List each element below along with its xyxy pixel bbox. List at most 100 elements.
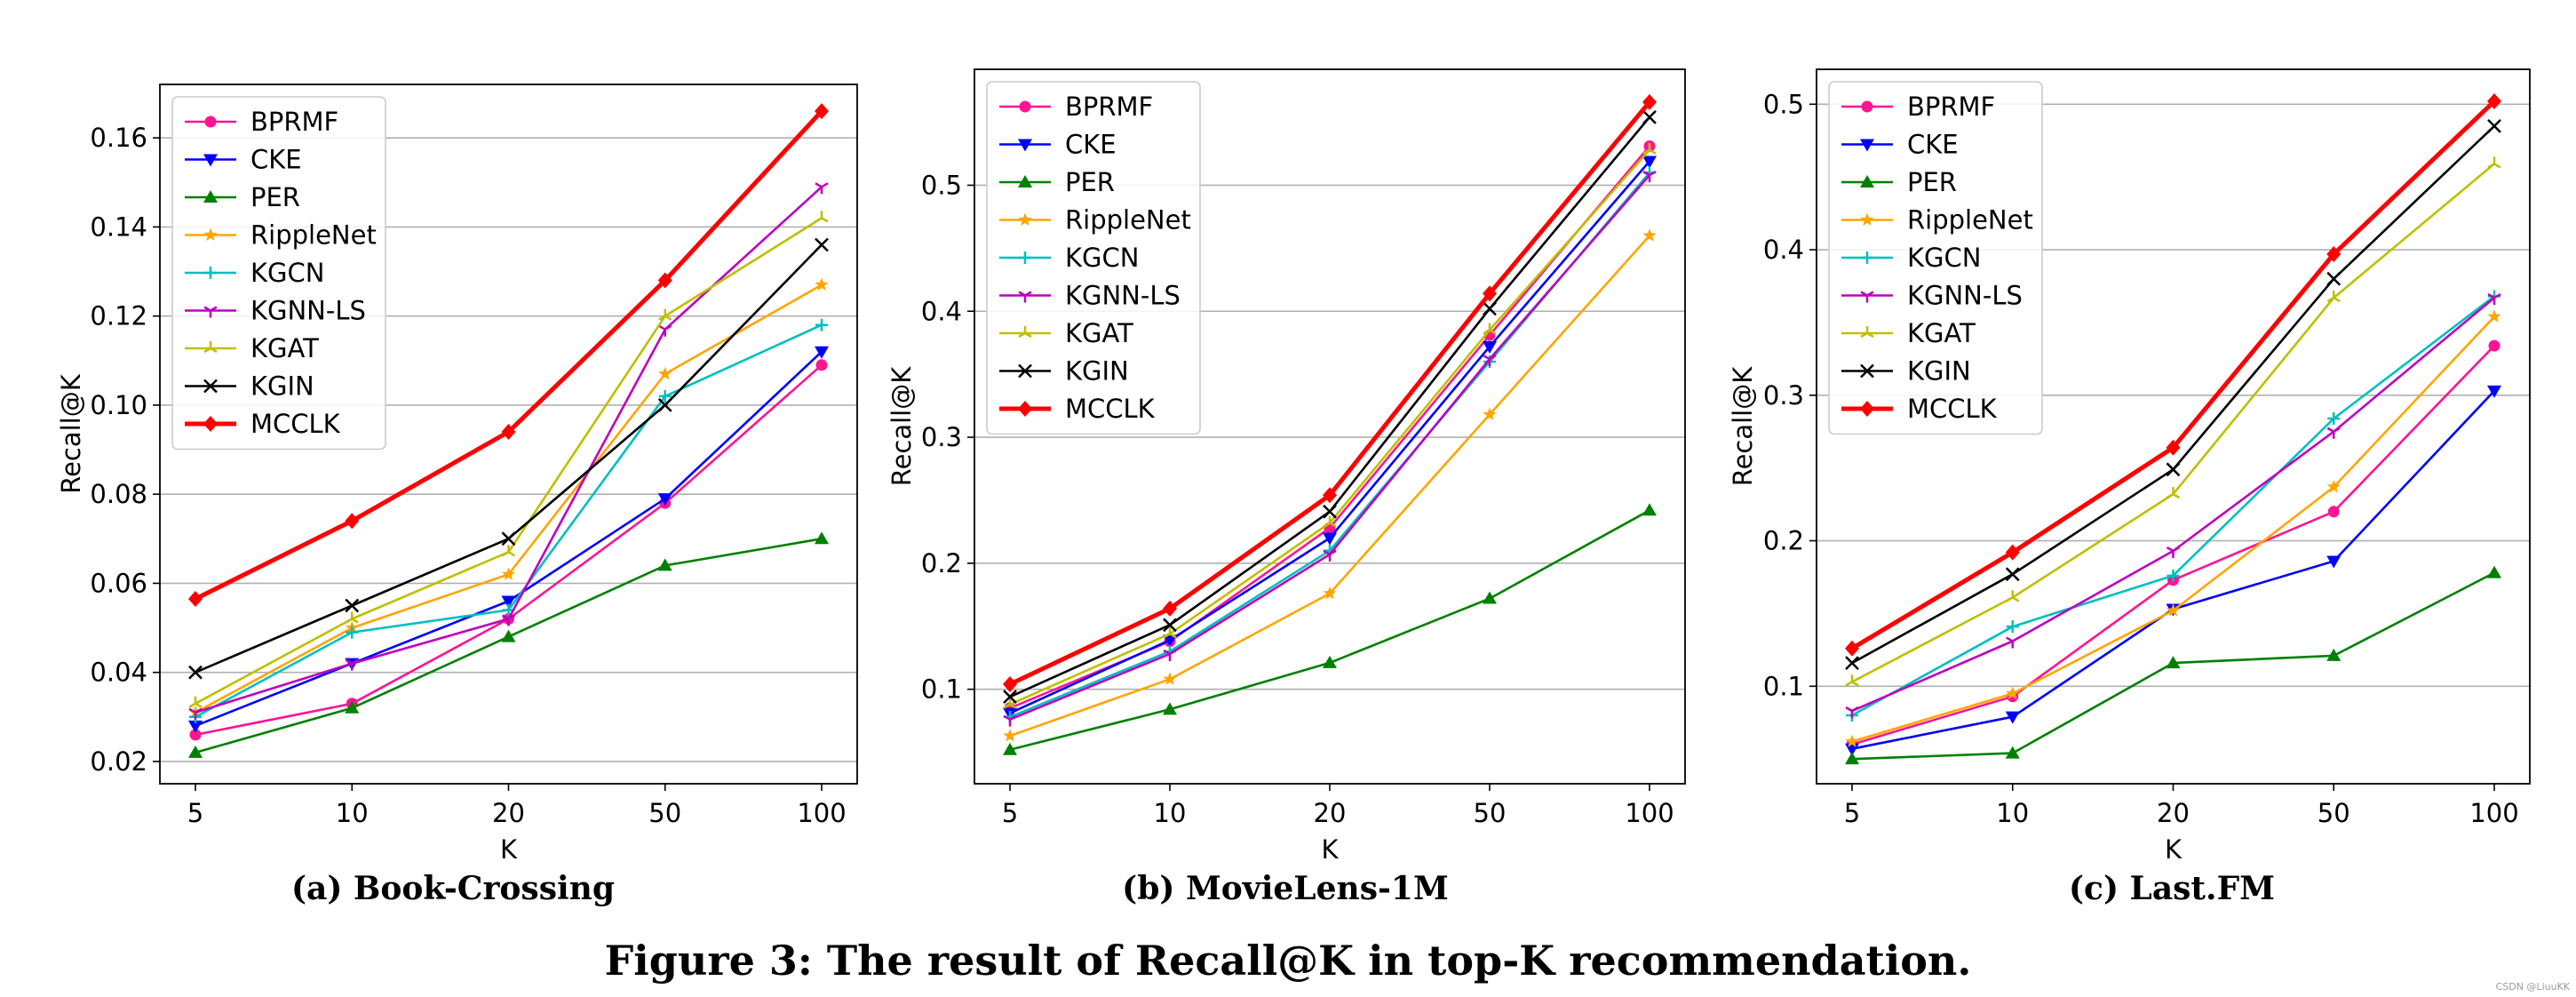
legend-marker-bprmf <box>1019 100 1031 113</box>
data-point-kgnn-ls <box>815 182 829 195</box>
data-point-mcclk <box>345 513 360 530</box>
x-tick-label: 20 <box>2157 798 2190 828</box>
legend-marker-ripplenet <box>203 227 218 241</box>
data-point-per <box>345 700 360 714</box>
data-point-cke <box>1483 340 1497 354</box>
legend-marker-cke <box>1018 139 1032 152</box>
data-point-kgcn <box>346 626 359 639</box>
x-tick-label: 10 <box>1154 798 1187 828</box>
x-tick-label: 10 <box>1996 798 2029 828</box>
subcaption: (a) Book-Crossing <box>291 870 615 907</box>
data-point-kgat <box>345 611 359 624</box>
data-point-ripplenet <box>1323 586 1337 600</box>
y-tick-label: 0.2 <box>921 548 962 578</box>
data-point-mcclk <box>2487 93 2501 110</box>
data-point-cke <box>501 595 516 609</box>
data-point-mcclk <box>1323 487 1337 504</box>
legend-marker-per <box>1018 175 1032 187</box>
y-tick-label: 0.5 <box>1763 89 1804 119</box>
chart-panel-1: 0.02 0.04 0.06 0.08 0.10 0.12 0.14 0.16 5 10 20 50 1… <box>56 84 858 907</box>
legend-label-kgat: KGAT <box>250 333 319 363</box>
data-point-kgnn-ls <box>501 614 516 626</box>
data-point-per <box>2487 565 2501 578</box>
data-point-kgin <box>1483 301 1497 316</box>
data-point-kgnn-ls <box>2006 636 2020 649</box>
legend-label-kgcn: KGCN <box>1065 243 1139 273</box>
legend-label-kgnn-ls: KGNN-LS <box>1065 281 1181 311</box>
data-point-kgin <box>1323 504 1337 519</box>
legend-marker-mcclk <box>1018 401 1032 417</box>
legend-marker-cke <box>203 154 218 167</box>
data-point-ripplenet <box>2006 686 2020 699</box>
y-tick-label: 0.12 <box>90 301 147 331</box>
data-point-kgnn-ls <box>2166 546 2181 559</box>
data-point-ripplenet <box>2326 480 2341 493</box>
y-tick-label: 0.2 <box>1763 526 1804 556</box>
x-tick-label: 5 <box>187 798 203 828</box>
y-tick-label: 0.04 <box>90 658 147 688</box>
subcaption: (c) Last.FM <box>2069 870 2275 907</box>
x-tick-label: 100 <box>797 798 846 828</box>
x-tick-label: 100 <box>1625 798 1674 828</box>
legend-marker-mcclk <box>1860 401 1874 417</box>
data-point-kgat <box>2487 156 2501 169</box>
data-point-kgnn-ls <box>2326 427 2341 439</box>
legend-label-kgin: KGIN <box>1065 356 1129 387</box>
y-tick-label: 0.14 <box>90 211 147 242</box>
data-point-kgnn-ls <box>1163 649 1177 661</box>
data-point-kgin <box>1845 656 1859 670</box>
y-tick-label: 0.1 <box>921 674 962 705</box>
subcaption: (b) MovieLens-1M <box>1122 870 1449 907</box>
data-point-ripplenet <box>815 277 829 291</box>
data-point-kgat <box>658 308 672 321</box>
data-point-kgin <box>2326 271 2341 286</box>
x-tick-label: 10 <box>336 798 369 828</box>
data-point-ripplenet <box>1642 228 1657 242</box>
data-point-kgin <box>1003 690 1017 705</box>
data-point-ripplenet <box>2166 603 2181 617</box>
legend-label-kgcn: KGCN <box>1907 243 1981 273</box>
data-point-kgat <box>2326 291 2341 303</box>
legend-marker-bprmf <box>1861 100 1873 113</box>
data-point-kgcn <box>815 318 828 331</box>
data-point-kgat <box>2006 590 2020 602</box>
data-point-cke <box>815 346 829 359</box>
data-point-ripplenet <box>1845 734 1859 747</box>
y-axis-label: Recall@K <box>886 366 917 487</box>
data-point-bprmf <box>2327 506 2340 518</box>
legend-label-bprmf: BPRMF <box>1065 92 1153 122</box>
legend-marker-ripplenet <box>1018 212 1032 226</box>
data-point-kgin <box>815 237 829 252</box>
y-tick-label: 0.5 <box>921 170 962 200</box>
x-tick-label: 20 <box>1314 798 1347 828</box>
data-point-kgin <box>501 531 516 546</box>
legend-marker-kgcn <box>204 267 217 279</box>
data-point-per <box>1163 702 1177 715</box>
data-point-per <box>188 745 203 758</box>
y-tick-label: 0.10 <box>90 390 147 420</box>
legend-label-per: PER <box>1065 167 1115 197</box>
y-axis-label: Recall@K <box>56 373 86 494</box>
data-point-kgin <box>2487 118 2501 133</box>
data-point-cke <box>1323 532 1337 546</box>
data-point-kgat <box>1483 323 1497 335</box>
data-point-kgin <box>1642 110 1657 124</box>
data-point-per <box>1003 742 1017 755</box>
legend-marker-kgat <box>203 341 218 354</box>
legend-label-cke: CKE <box>250 145 302 175</box>
legend-label-mcclk: MCCLK <box>250 409 341 439</box>
data-point-cke <box>188 720 203 733</box>
x-tick-label: 100 <box>2469 798 2518 828</box>
y-tick-label: 0.1 <box>1763 671 1804 701</box>
data-point-cke <box>2487 385 2501 398</box>
legend-label-kgcn: KGCN <box>250 258 324 288</box>
legend-marker-bprmf <box>204 116 217 128</box>
legend-label-bprmf: BPRMF <box>250 107 338 137</box>
data-point-kgat <box>2166 487 2181 499</box>
data-point-mcclk <box>501 423 516 440</box>
legend-label-kgin: KGIN <box>1907 356 1971 387</box>
legend-label-kgat: KGAT <box>1907 318 1976 348</box>
data-point-ripplenet <box>2487 309 2501 323</box>
x-tick-label: 50 <box>2318 798 2350 828</box>
chart-panel-2: 0.1 0.2 0.3 0.4 0.5 5 10 20 50 100 K Recall@K BPRMF C… <box>886 68 1686 907</box>
